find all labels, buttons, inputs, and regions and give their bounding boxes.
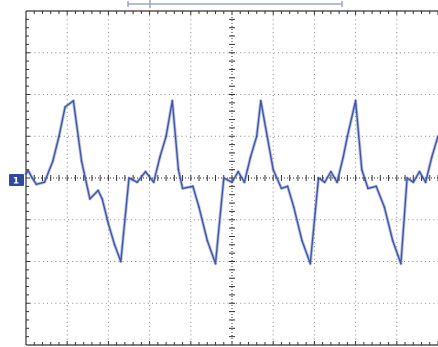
trigger-position-bar [127,0,343,8]
data-point [214,262,217,265]
data-point [35,183,38,186]
data-point [360,168,363,171]
data-point [400,262,402,265]
data-point [192,185,194,188]
data-point [128,177,130,179]
data-point [107,223,110,225]
data-point [58,135,60,138]
data-point [424,181,427,184]
data-point [272,168,275,171]
data-point [317,177,320,179]
data-point [25,172,27,175]
data-point [259,99,262,102]
data-point [159,156,161,159]
data-point [43,181,46,184]
data-point [171,99,174,102]
data-point [412,181,415,184]
data-point [31,177,34,179]
data-point [64,106,66,108]
data-point [181,187,184,190]
channel-marker-box[interactable] [9,174,24,186]
data-point [243,181,246,184]
data-point [367,187,369,190]
data-point [375,185,378,188]
channel-1-ground-marker[interactable]: 1 [9,174,24,187]
data-point [418,170,421,173]
data-point [237,170,240,173]
channel-marker-label: 1 [13,177,19,187]
data-point [336,181,338,184]
data-point [323,181,326,184]
data-point [97,189,99,192]
data-point [406,177,408,179]
data-point [346,135,349,138]
data-point [342,156,345,159]
data-point [354,99,357,102]
data-point [222,177,225,179]
data-point [198,206,200,209]
data-point [101,198,104,200]
data-point [255,135,258,138]
data-point [72,99,75,102]
data-point [309,262,312,265]
data-point [144,170,147,173]
data-point [280,187,283,190]
data-point [286,185,289,188]
data-point [51,160,54,163]
data-point [383,206,386,209]
data-point [27,169,29,172]
data-point [206,239,209,242]
data-point [430,156,433,159]
graticule-frame [25,10,438,346]
data-point [177,168,180,171]
data-point [292,206,295,209]
data-point [80,160,83,163]
data-point [165,135,168,138]
data-point [391,239,394,242]
data-point [231,181,233,184]
data-point [119,260,122,263]
data-point [152,181,155,184]
data-point [136,181,139,184]
data-point [301,239,303,242]
data-point [113,243,116,246]
waveform-trace [24,99,438,266]
data-point [249,156,252,159]
data-point [330,170,332,173]
data-point [89,198,91,200]
